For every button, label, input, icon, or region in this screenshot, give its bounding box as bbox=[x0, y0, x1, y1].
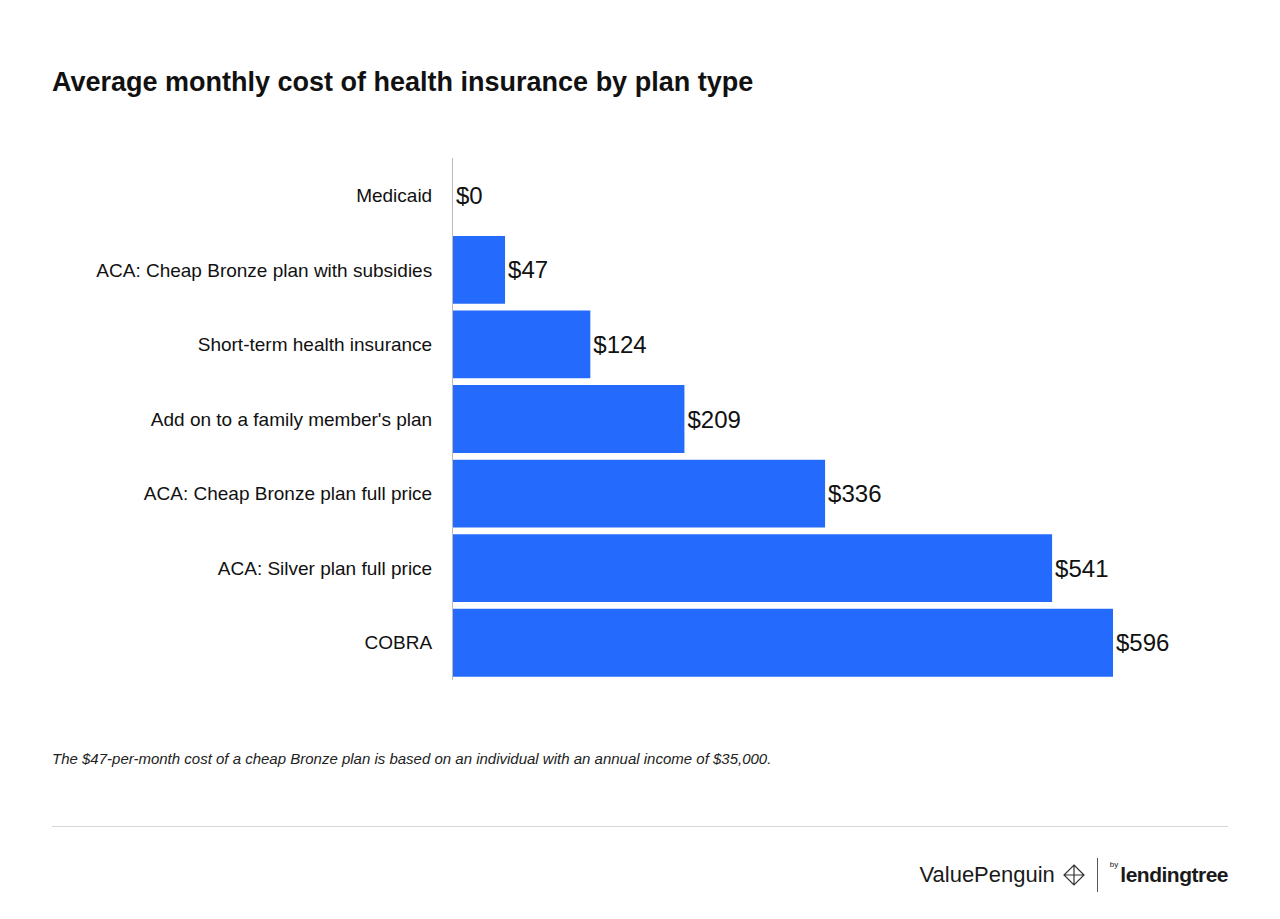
svg-text:ACA: Silver plan full price: ACA: Silver plan full price bbox=[218, 558, 432, 579]
svg-text:ACA: Cheap Bronze plan full pr: ACA: Cheap Bronze plan full price bbox=[144, 483, 432, 504]
svg-text:$596: $596 bbox=[1116, 629, 1169, 656]
svg-text:Add on to a family member's pl: Add on to a family member's plan bbox=[151, 409, 432, 430]
svg-text:ACA: Cheap Bronze plan with su: ACA: Cheap Bronze plan with subsidies bbox=[96, 260, 432, 281]
svg-text:Average monthly cost of health: Average monthly cost of health insurance… bbox=[52, 67, 753, 97]
html-text:ValuePenguin: ValuePenguin bbox=[919, 862, 1055, 887]
svg-text:$124: $124 bbox=[593, 331, 646, 358]
svg-text:Short-term health insurance: Short-term health insurance bbox=[198, 334, 432, 355]
svg-text:COBRA: COBRA bbox=[365, 632, 433, 653]
svg-text:$0: $0 bbox=[456, 182, 483, 209]
html-text:by: by bbox=[1109, 860, 1119, 869]
svg-text:$47: $47 bbox=[508, 256, 548, 283]
html-text:The $47-per-month cost of a ch: The $47-per-month cost of a cheap Bronze… bbox=[52, 750, 772, 767]
svg-text:$209: $209 bbox=[687, 406, 740, 433]
svg-text:Medicaid: Medicaid bbox=[356, 185, 432, 206]
svg-text:$336: $336 bbox=[828, 480, 881, 507]
svg-text:$541: $541 bbox=[1055, 555, 1108, 582]
html-text:lendingtree: lendingtree bbox=[1120, 863, 1228, 886]
